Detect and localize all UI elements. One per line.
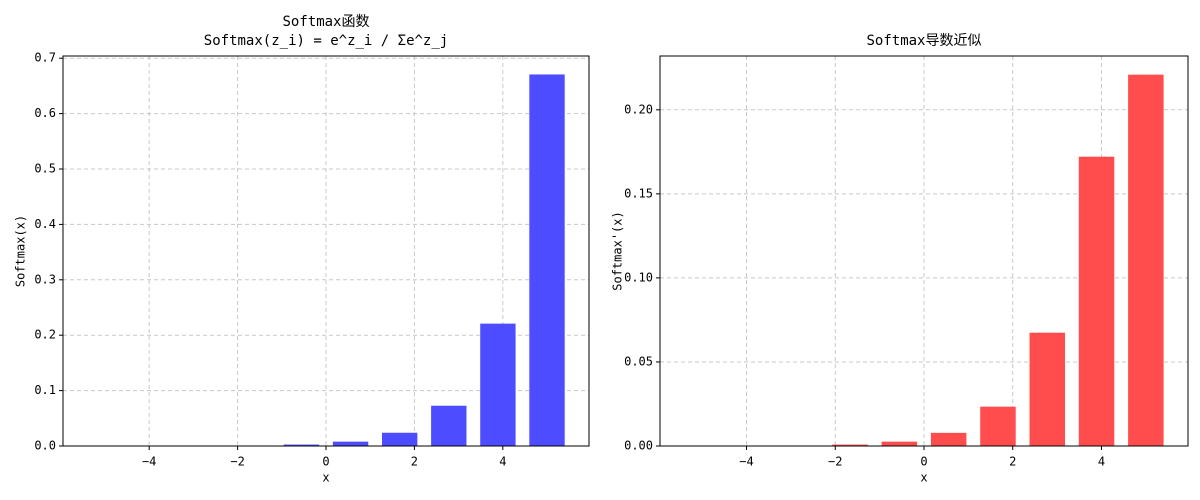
y-axis-label: Softmax(x): [14, 215, 28, 287]
y-tick-label: 0.5: [34, 162, 56, 176]
x-tick-label: −2: [230, 455, 244, 469]
y-axis-label: Softmax'(x): [611, 211, 625, 290]
bar: [930, 432, 967, 446]
plot-frame: [62, 55, 590, 447]
bar: [1078, 156, 1115, 446]
x-axis-label: x: [322, 471, 329, 485]
y-tick-label: 0.2: [34, 328, 56, 342]
bar: [332, 441, 369, 446]
bar: [881, 441, 918, 446]
x-tick-label: 2: [1009, 455, 1016, 469]
x-tick-label: 4: [499, 455, 506, 469]
x-axis-label: x: [920, 471, 927, 485]
y-tick-label: 0.1: [34, 383, 56, 397]
y-tick-label: 0.7: [34, 51, 56, 65]
bar: [1128, 74, 1164, 446]
x-tick-label: 0: [322, 455, 329, 469]
chart-title: Softmax导数近似: [866, 33, 981, 49]
x-tick-label: −2: [828, 455, 842, 469]
y-tick-label: 0.00: [624, 439, 653, 453]
x-tick-label: −4: [739, 455, 753, 469]
bar: [980, 406, 1016, 446]
chart-title: Softmax函数: [282, 14, 369, 30]
y-tick-label: 0.10: [624, 270, 653, 284]
bar: [1029, 332, 1066, 446]
x-tick-label: 2: [411, 455, 418, 469]
bar: [832, 444, 868, 446]
y-tick-label: 0.6: [34, 106, 56, 120]
x-tick-label: −4: [142, 455, 156, 469]
bar: [283, 444, 320, 446]
y-tick-label: 0.3: [34, 272, 56, 286]
bar: [382, 432, 418, 446]
y-tick-label: 0.4: [34, 217, 56, 231]
x-tick-label: 0: [920, 455, 927, 469]
bar: [431, 405, 467, 446]
plot-frame: [659, 55, 1189, 447]
y-tick-label: 0.05: [624, 354, 653, 368]
y-tick-label: 0.20: [624, 102, 653, 116]
x-tick-label: 4: [1098, 455, 1105, 469]
chart-subtitle: Softmax(z_i) = e^z_i / Σe^z_j: [204, 33, 448, 49]
bar: [480, 323, 516, 446]
y-tick-label: 0.15: [624, 186, 653, 200]
bar: [529, 74, 565, 446]
y-tick-label: 0.0: [34, 439, 56, 453]
